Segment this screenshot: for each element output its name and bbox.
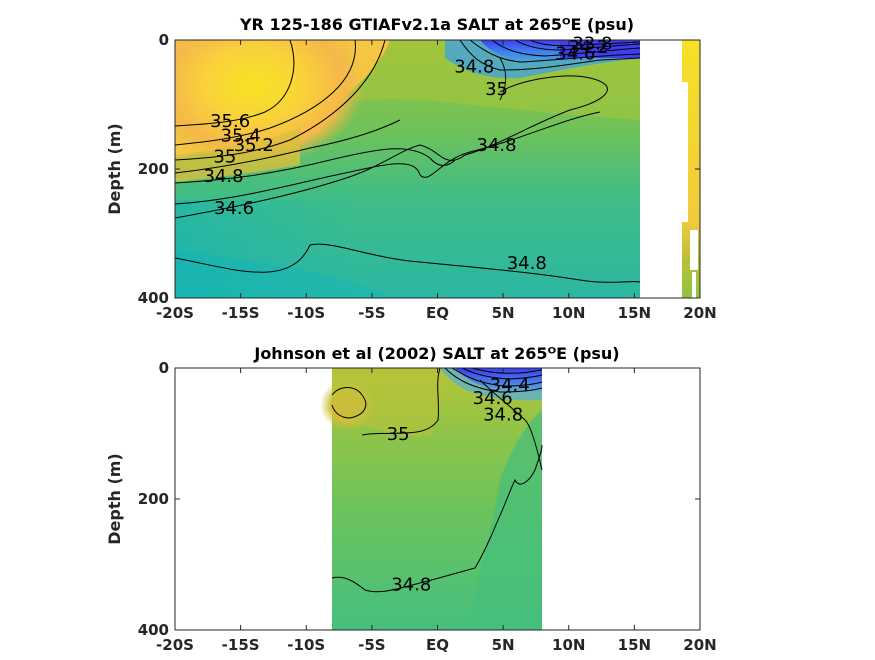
panel-observed-salinity: Johnson et al (2002) SALT at 265ᴼE (psu)… bbox=[105, 344, 717, 654]
x-tick-label: EQ bbox=[426, 636, 449, 654]
contour-label: 34.6 bbox=[214, 198, 254, 219]
y-tick-label: 0 bbox=[159, 31, 169, 49]
x-tick-label: 5N bbox=[492, 304, 515, 322]
y-tick-label: 400 bbox=[138, 289, 169, 307]
contour-label: 34.6 bbox=[473, 388, 513, 409]
contour-label: 34.8 bbox=[507, 253, 547, 274]
y-ticks-observed: 0 200 400 bbox=[138, 359, 700, 639]
contour-label: 35.6 bbox=[210, 111, 250, 132]
contour-label: 35.2 bbox=[234, 135, 274, 156]
y-ticks-model: 0 200 400 bbox=[138, 31, 700, 307]
x-tick-label: -20S bbox=[156, 636, 194, 654]
x-tick-label: -20S bbox=[156, 304, 194, 322]
x-tick-label: 10N bbox=[552, 304, 585, 322]
x-tick-label: 15N bbox=[618, 304, 651, 322]
contour-label: 34.8 bbox=[204, 166, 244, 187]
contour-label: 35 bbox=[485, 79, 508, 100]
contour-label: 33.8 bbox=[572, 34, 612, 55]
contour-label: 35 bbox=[387, 424, 410, 445]
contour-label: 34.8 bbox=[483, 404, 523, 425]
panel-model-salinity: YR 125-186 GTIAFv2.1a SALT at 265ᴼE (psu… bbox=[105, 15, 717, 322]
chart-title: YR 125-186 GTIAFv2.1a SALT at 265ᴼE (psu… bbox=[239, 15, 634, 34]
x-tick-label: 15N bbox=[618, 636, 651, 654]
x-tick-label: -15S bbox=[222, 636, 260, 654]
x-tick-label: 20N bbox=[683, 304, 716, 322]
x-tick-label: -10S bbox=[287, 636, 325, 654]
contour-label: 34.8 bbox=[454, 56, 494, 77]
x-tick-label: EQ bbox=[426, 304, 449, 322]
salinity-field-observed bbox=[320, 368, 542, 630]
chart-title: Johnson et al (2002) SALT at 265ᴼE (psu) bbox=[253, 344, 619, 363]
x-tick-label: -5S bbox=[358, 304, 385, 322]
contour-label: 34.6 bbox=[555, 43, 595, 64]
y-tick-label: 200 bbox=[138, 490, 169, 508]
x-tick-label: 20N bbox=[683, 636, 716, 654]
x-tick-label: -10S bbox=[287, 304, 325, 322]
contour-label: 34.8 bbox=[391, 575, 431, 596]
contour-lines-observed bbox=[331, 368, 543, 593]
y-tick-label: 400 bbox=[138, 621, 169, 639]
y-tick-label: 0 bbox=[159, 359, 169, 377]
x-ticks-model: -20S -15S -10S -5S EQ 5N 10N 15N 20N bbox=[156, 40, 717, 322]
x-tick-label: -5S bbox=[358, 636, 385, 654]
contour-labels-model: 35.635.435.23534.834.634.834.83534.834.6… bbox=[204, 34, 613, 274]
x-tick-label: -15S bbox=[222, 304, 260, 322]
y-axis-label: Depth (m) bbox=[105, 123, 124, 215]
y-tick-label: 200 bbox=[138, 160, 169, 178]
contour-label: 34.8 bbox=[477, 135, 517, 156]
contour-label: 35 bbox=[213, 147, 236, 168]
contour-label: 34.2 bbox=[568, 37, 608, 58]
x-tick-label: 10N bbox=[552, 636, 585, 654]
contour-lines-model bbox=[175, 40, 641, 283]
x-ticks-observed: -20S -15S -10S -5S EQ 5N 10N 15N 20N bbox=[156, 368, 717, 654]
x-tick-label: 5N bbox=[492, 636, 515, 654]
contour-label: 34.4 bbox=[490, 375, 530, 396]
y-axis-label: Depth (m) bbox=[105, 453, 124, 545]
contour-label: 35.4 bbox=[221, 125, 261, 146]
